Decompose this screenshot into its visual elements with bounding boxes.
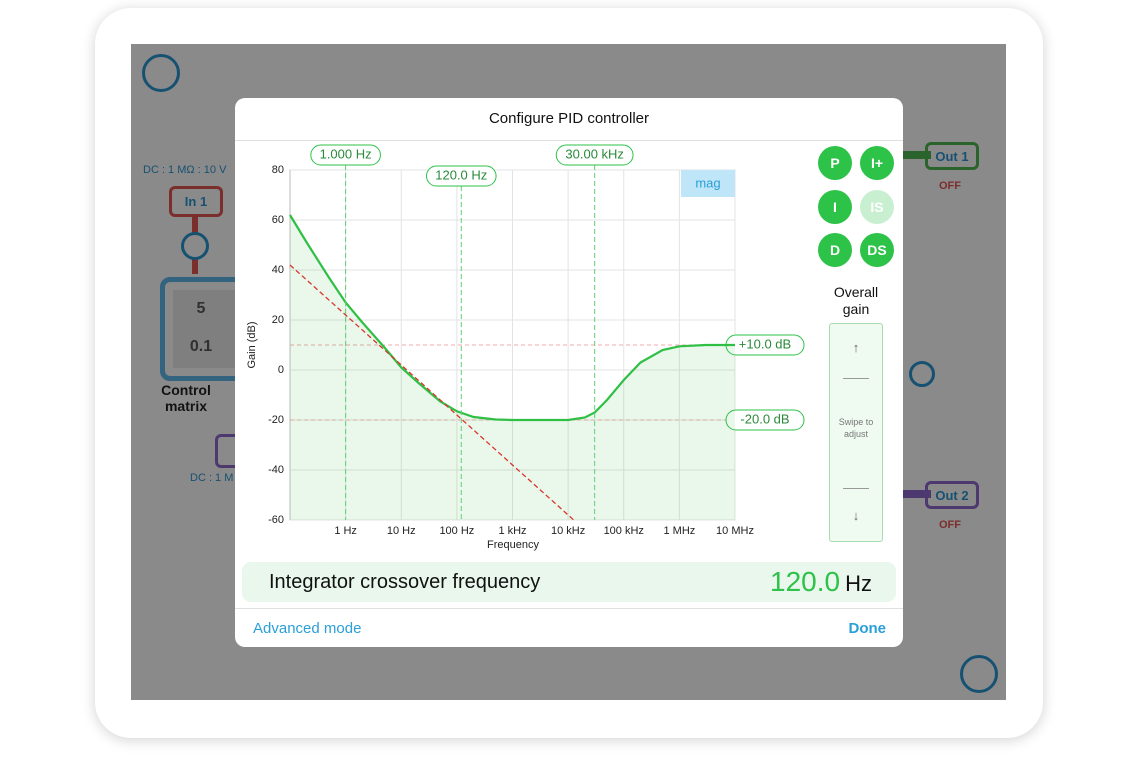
out1-box[interactable]: Out 1 bbox=[925, 142, 979, 170]
y-tick-label: 80 bbox=[272, 164, 284, 176]
gain-down: ↓ bbox=[852, 508, 860, 523]
gain-hint: Swipe to adjust bbox=[838, 417, 874, 439]
badge bbox=[681, 170, 735, 197]
mode-button[interactable]: P bbox=[818, 146, 852, 180]
done-button[interactable]: Done bbox=[848, 620, 887, 637]
freq-marker-label: 1.000 Hz bbox=[320, 146, 372, 161]
y-tick-label: 60 bbox=[272, 214, 284, 226]
readout: Integrator crossover frequency 120.0 Hz bbox=[242, 562, 896, 602]
out2-state: OFF bbox=[939, 519, 961, 531]
gain-marker-label: -20.0 dB bbox=[740, 411, 789, 426]
series-line bbox=[289, 214, 735, 422]
gain-slider[interactable]: ↑ Swipe to adjust ↓ bbox=[829, 323, 883, 542]
gain-up: ↑ bbox=[852, 340, 860, 355]
advanced-mode-link[interactable]: Advanced mode bbox=[253, 620, 362, 637]
y-tick-label: 40 bbox=[272, 264, 284, 276]
readout-label: Integrator crossover frequency bbox=[269, 571, 541, 593]
input-label: DC : 1 M bbox=[190, 472, 234, 484]
y-tick-label: 0 bbox=[278, 364, 284, 376]
out1-state: OFF bbox=[939, 180, 961, 192]
x-tick-label: 1 Hz bbox=[334, 525, 357, 537]
freq-marker-pill bbox=[425, 165, 497, 187]
node bbox=[181, 232, 209, 260]
mode-button[interactable]: I+ bbox=[860, 146, 894, 180]
matrix-cell: 0.1 bbox=[189, 338, 213, 355]
gain-marker-label: +10.0 dB bbox=[739, 336, 791, 351]
separator bbox=[843, 378, 869, 379]
gain-marker-pill bbox=[725, 409, 805, 431]
freq-marker-pill bbox=[310, 144, 381, 166]
y-axis-label: Gain (dB) bbox=[246, 321, 258, 368]
freq-marker-label: 30.00 kHz bbox=[565, 146, 624, 161]
matrix-label: Control matrix bbox=[161, 382, 211, 414]
matrix-cell: 5 bbox=[196, 300, 206, 317]
x-tick-label: 100 Hz bbox=[439, 525, 474, 537]
x-tick-label: 10 Hz bbox=[387, 525, 416, 537]
y-tick-label: -60 bbox=[268, 514, 284, 526]
mode-button[interactable]: D bbox=[818, 233, 852, 267]
x-tick-label: 10 MHz bbox=[716, 525, 754, 537]
y-tick-label: -40 bbox=[268, 464, 284, 476]
separator bbox=[843, 488, 869, 489]
y-tick-label: -20 bbox=[268, 414, 284, 426]
x-axis-label: Frequency bbox=[487, 539, 539, 551]
node bbox=[909, 361, 935, 387]
badge-label: mag bbox=[695, 175, 720, 190]
chart-button[interactable] bbox=[960, 655, 998, 693]
separator bbox=[235, 140, 903, 141]
x-tick-label: 100 kHz bbox=[604, 525, 644, 537]
mode-button[interactable]: I bbox=[818, 190, 852, 224]
matrix-inner bbox=[173, 290, 237, 368]
separator bbox=[235, 608, 903, 609]
gain-title: Overall gain bbox=[833, 284, 879, 317]
input-label: DC : 1 MΩ : 10 V bbox=[143, 164, 227, 176]
mode-button[interactable]: DS bbox=[860, 233, 894, 267]
readout-value: 120.0 bbox=[770, 566, 841, 597]
connector bbox=[901, 151, 931, 159]
out2-box[interactable]: Out 2 bbox=[925, 481, 979, 509]
mode-button[interactable]: IS bbox=[860, 190, 894, 224]
y-tick-label: 20 bbox=[272, 314, 284, 326]
readout-unit: Hz bbox=[845, 571, 872, 596]
x-tick-label: 1 MHz bbox=[663, 525, 695, 537]
x-tick-label: 1 kHz bbox=[498, 525, 526, 537]
x-tick-label: 10 kHz bbox=[551, 525, 585, 537]
freq-marker-pill bbox=[555, 144, 634, 166]
freq-marker-label: 120.0 Hz bbox=[435, 167, 487, 182]
dialog-title: Configure PID controller bbox=[488, 110, 650, 127]
readout-value-group: 120.0 Hz bbox=[770, 566, 872, 598]
menu-button[interactable] bbox=[142, 54, 180, 92]
series-area bbox=[290, 215, 735, 520]
connector bbox=[901, 490, 931, 498]
